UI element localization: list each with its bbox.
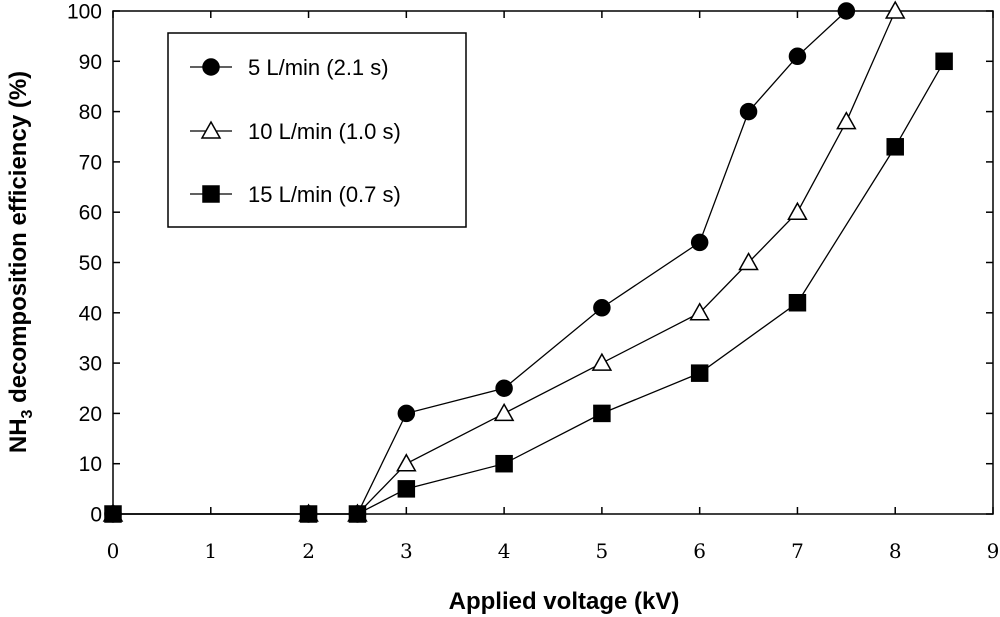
legend-marker-triangle: [200, 120, 222, 139]
legend-marker-square: [202, 185, 220, 203]
y-tick-label: 100: [67, 1, 102, 24]
legend-item: 5 L/min (2.1 s): [190, 55, 389, 80]
data-point-circle: [397, 404, 416, 423]
data-point-circle: [495, 379, 513, 397]
legend: 5 L/min (2.1 s) 10 L/min (1.0 s) 15 L/min …: [167, 32, 467, 228]
x-tick-label: 4: [498, 539, 511, 563]
x-tick-label: 8: [889, 539, 902, 563]
series-group: [102, 0, 953, 523]
data-point-square: [495, 454, 513, 473]
x-tick-label: 6: [693, 539, 706, 563]
data-point-triangle: [493, 402, 515, 422]
legend-label: 5 L/min (2.1 s): [248, 55, 389, 80]
y-axis-title-sub: 3: [19, 409, 36, 418]
data-point-square: [299, 505, 318, 523]
x-tick-label: 5: [596, 539, 609, 563]
legend-marker-circle: [202, 58, 220, 76]
data-point-square: [397, 480, 416, 498]
data-point-square: [886, 138, 904, 156]
x-axis-title: Applied voltage (kV): [449, 588, 680, 615]
data-point-square: [348, 505, 367, 523]
y-tick-label: 0: [90, 504, 102, 527]
y-tick-label: 80: [79, 101, 102, 124]
y-axis-title-rest: decomposition efficiency (%): [5, 71, 32, 410]
legend-label: 10 L/min (1.0 s): [248, 119, 401, 144]
data-point-square: [104, 505, 122, 523]
y-tick-label: 20: [79, 403, 102, 426]
data-point-circle: [837, 2, 856, 20]
axis-ticks: 0 10 20 30 40 50 60 70 80 90 100 0 1 2 3 4 5 6 7 8 9: [67, 1, 999, 564]
legend-item: 15 L/min (0.7 s): [190, 182, 401, 207]
data-point-square: [690, 364, 709, 382]
x-tick-label: 7: [791, 539, 804, 563]
y-tick-label: 10: [79, 453, 102, 476]
data-point-triangle: [396, 453, 417, 472]
legend-item: 10 L/min (1.0 s): [190, 119, 401, 144]
legend-label: 15 L/min (0.7 s): [248, 182, 401, 207]
data-point-circle: [739, 102, 758, 121]
y-axis-title-main: NH: [5, 418, 32, 453]
data-point-triangle: [787, 201, 808, 220]
y-tick-label: 90: [79, 51, 102, 74]
x-tick-label: 9: [987, 539, 1000, 563]
data-point-triangle: [738, 251, 759, 271]
x-tick-label: 3: [400, 539, 413, 563]
series-line: [113, 60, 945, 515]
x-tick-label: 2: [302, 539, 315, 563]
data-point-triangle: [836, 111, 857, 130]
data-point-circle: [690, 233, 709, 252]
data-point-square: [788, 293, 807, 312]
data-point-circle: [788, 47, 807, 66]
y-tick-label: 70: [79, 151, 102, 174]
data-point-triangle: [884, 0, 906, 19]
data-point-triangle: [591, 352, 613, 371]
data-point-square: [935, 52, 953, 71]
y-tick-label: 40: [79, 302, 102, 325]
y-tick-label: 60: [79, 202, 102, 225]
x-tick-label: 1: [204, 539, 217, 563]
series-square: [104, 52, 953, 523]
x-tick-label: 0: [107, 539, 120, 563]
data-point-triangle: [689, 302, 710, 321]
y-tick-label: 30: [79, 353, 102, 376]
data-point-circle: [593, 299, 611, 317]
y-tick-label: 50: [79, 252, 102, 275]
y-axis-title: NH3 decomposition efficiency (%): [5, 71, 36, 453]
data-point-square: [593, 404, 611, 423]
